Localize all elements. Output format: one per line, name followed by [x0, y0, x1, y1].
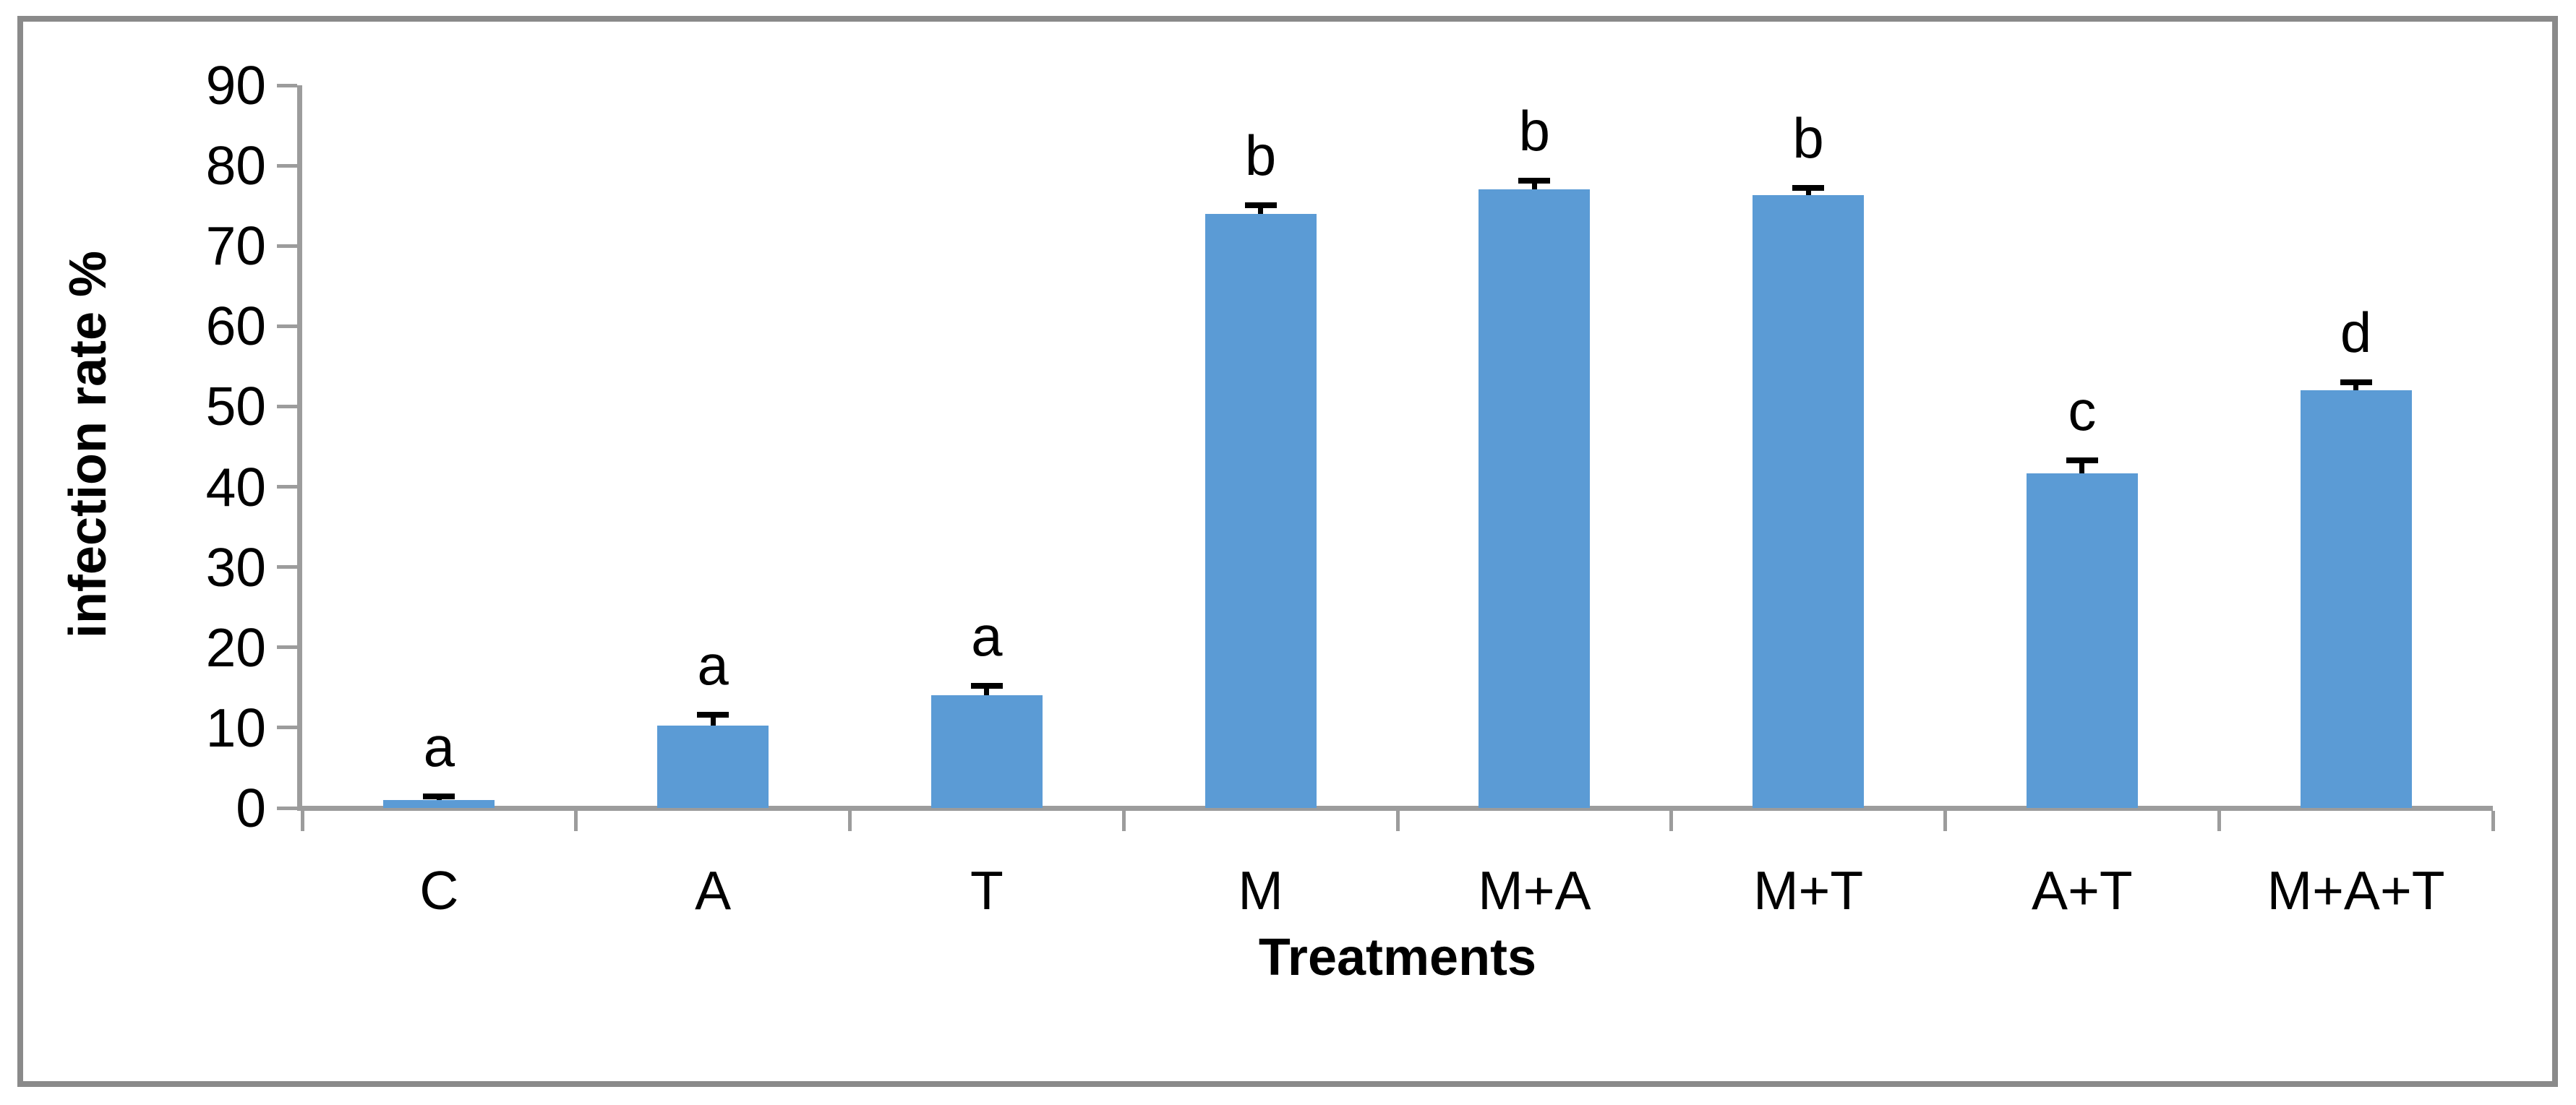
x-tick [1395, 810, 1400, 831]
x-tick [1121, 810, 1126, 831]
y-tick-label: 80 [205, 135, 266, 197]
x-category-label: M+A+T [2267, 860, 2445, 921]
x-category-label: M [1238, 860, 1283, 921]
y-tick-label: 40 [205, 456, 266, 517]
error-bar-stem [1258, 205, 1264, 214]
x-category-label: M+A [1478, 860, 1591, 921]
bar [1753, 195, 1865, 808]
x-tick [300, 810, 304, 831]
x-category-label: T [970, 860, 1004, 921]
y-tick [277, 565, 297, 569]
sig-letter: c [2068, 378, 2097, 442]
error-bar-stem [710, 715, 716, 726]
error-bar-cap [2066, 457, 2098, 463]
y-tick-label: 90 [205, 55, 266, 116]
y-tick [277, 83, 297, 87]
error-bar-stem [2353, 382, 2359, 391]
error-bar-stem [1805, 188, 1811, 196]
y-tick [277, 485, 297, 489]
x-category-label: C [419, 860, 459, 921]
y-tick [277, 806, 297, 810]
sig-letter: d [2340, 301, 2372, 365]
sig-letter: b [1792, 106, 1824, 171]
y-tick-label: 0 [236, 778, 266, 838]
y-tick [277, 244, 297, 248]
y-axis-line [297, 85, 302, 808]
y-tick-label: 60 [205, 296, 266, 357]
x-tick [2491, 810, 2495, 831]
error-bar-cap [1244, 202, 1277, 208]
error-bar-cap [1792, 185, 1825, 192]
x-tick [848, 810, 852, 831]
y-axis-title: infection rate % [59, 250, 117, 639]
x-tick [1943, 810, 1947, 831]
y-tick [277, 404, 297, 408]
x-category-label: A+T [2032, 860, 2133, 921]
x-tick [1669, 810, 1674, 831]
error-bar-cap [697, 712, 729, 718]
y-tick-label: 10 [205, 697, 266, 758]
error-bar-stem [2079, 460, 2085, 473]
bar [2300, 390, 2412, 808]
x-category-label: M+T [1753, 860, 1864, 921]
error-bar-cap [1518, 178, 1551, 184]
y-tick [277, 726, 297, 730]
y-tick-label: 70 [205, 215, 266, 277]
y-tick-label: 50 [205, 376, 266, 437]
y-tick [277, 324, 297, 328]
y-tick [277, 163, 297, 168]
bar [930, 695, 1043, 808]
sig-letter: b [1518, 99, 1551, 163]
bar [657, 725, 769, 808]
x-tick [574, 810, 578, 831]
sig-letter: a [697, 633, 729, 697]
error-bar-cap [970, 683, 1003, 689]
bar [383, 799, 495, 808]
x-axis-title: Treatments [1258, 929, 1537, 986]
sig-letter: a [423, 715, 455, 779]
y-tick-label: 20 [205, 616, 266, 678]
bar [1479, 189, 1591, 808]
x-axis-line [297, 805, 2493, 811]
y-tick-label: 30 [205, 536, 266, 598]
error-bar-cap [2340, 379, 2372, 386]
x-category-label: A [695, 860, 732, 921]
bar [2026, 473, 2138, 808]
sig-letter: a [971, 604, 1003, 668]
error-bar-stem [984, 686, 990, 696]
sig-letter: b [1244, 123, 1277, 187]
error-bar-cap [423, 794, 455, 800]
y-tick [277, 645, 297, 650]
x-tick [2217, 810, 2221, 831]
bar [1204, 213, 1317, 808]
error-bar-stem [1531, 181, 1537, 190]
